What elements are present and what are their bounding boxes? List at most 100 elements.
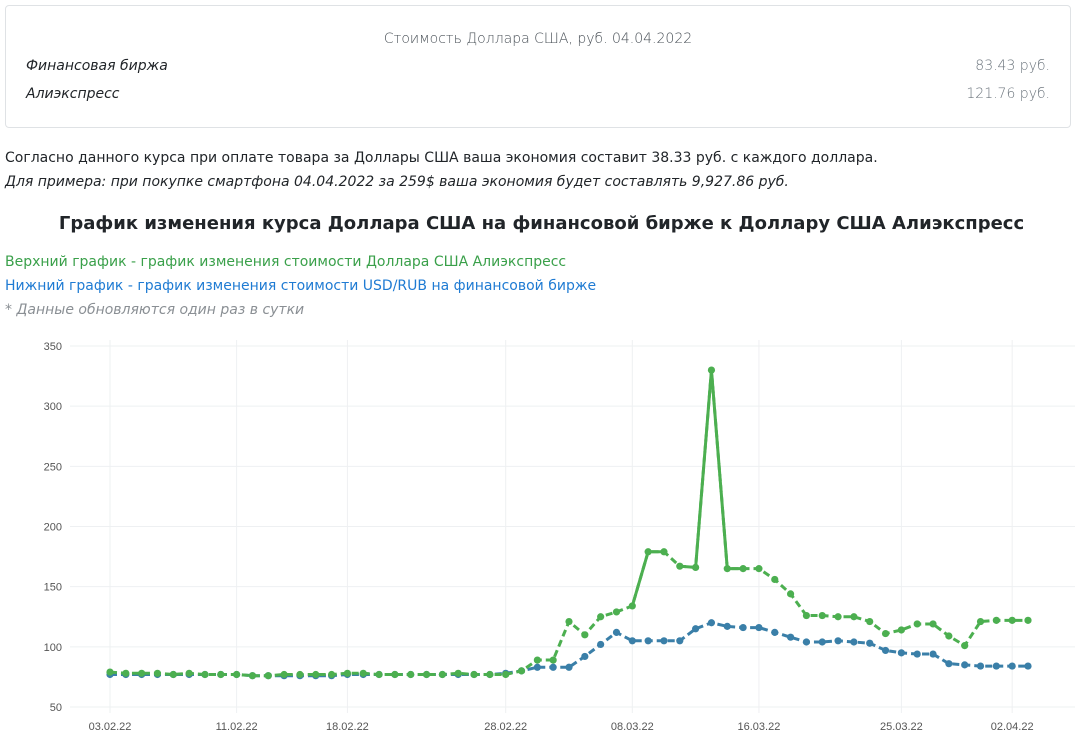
data-point-exchange bbox=[881, 646, 890, 655]
data-point-aliexpress bbox=[502, 670, 510, 679]
data-point-aliexpress bbox=[533, 656, 541, 664]
data-point-aliexpress bbox=[866, 617, 874, 626]
data-point-aliexpress bbox=[786, 590, 795, 598]
data-point-exchange bbox=[644, 637, 652, 645]
data-point-aliexpress bbox=[391, 670, 399, 679]
x-tick-label: 03.02.22 bbox=[89, 721, 132, 733]
data-point-aliexpress bbox=[929, 620, 937, 628]
data-point-exchange bbox=[707, 619, 716, 627]
data-point-exchange bbox=[897, 649, 905, 657]
rate-value-aliexpress: 121.76 руб. bbox=[966, 86, 1050, 102]
data-point-aliexpress bbox=[296, 670, 304, 679]
data-point-aliexpress bbox=[375, 670, 383, 679]
x-tick-label: 16.03.22 bbox=[738, 721, 781, 733]
data-point-exchange bbox=[945, 660, 953, 668]
data-point-exchange bbox=[723, 622, 731, 630]
data-point-exchange bbox=[961, 661, 969, 669]
data-point-aliexpress bbox=[486, 670, 494, 679]
data-point-exchange bbox=[1024, 662, 1032, 670]
x-tick-label: 02.04.22 bbox=[991, 721, 1034, 733]
data-point-aliexpress bbox=[517, 667, 526, 675]
rate-card: Стоимость Доллара США, руб. 04.04.2022 Ф… bbox=[5, 5, 1071, 128]
data-point-aliexpress bbox=[1008, 616, 1016, 624]
data-point-exchange bbox=[549, 663, 557, 671]
data-point-aliexpress bbox=[581, 631, 589, 639]
series-segment-aliexpress bbox=[679, 368, 744, 571]
data-point-aliexpress bbox=[327, 670, 336, 679]
data-point-aliexpress bbox=[343, 669, 352, 677]
series-segment-aliexpress bbox=[630, 550, 664, 607]
data-point-aliexpress bbox=[802, 611, 811, 620]
data-point-aliexpress bbox=[945, 632, 953, 640]
rate-name-exchange: Финансовая биржа bbox=[26, 58, 168, 74]
data-point-exchange bbox=[739, 623, 747, 632]
data-point-aliexpress bbox=[597, 613, 605, 621]
data-point-aliexpress bbox=[976, 617, 985, 626]
data-point-exchange bbox=[565, 663, 573, 671]
series-line-aliexpress bbox=[109, 368, 1028, 678]
data-point-exchange bbox=[533, 663, 541, 671]
data-point-aliexpress bbox=[470, 670, 478, 679]
data-point-exchange bbox=[818, 638, 826, 646]
data-point-aliexpress bbox=[438, 670, 446, 679]
data-point-exchange bbox=[676, 637, 684, 645]
series-line-exchange bbox=[110, 621, 1028, 678]
data-point-exchange bbox=[628, 637, 636, 645]
data-point-exchange bbox=[992, 662, 1000, 670]
rate-row-aliexpress: Алиэкспресс 121.76 руб. bbox=[26, 86, 1050, 102]
data-point-aliexpress bbox=[312, 670, 320, 679]
data-point-aliexpress bbox=[407, 670, 415, 679]
data-point-aliexpress bbox=[153, 669, 162, 677]
data-point-exchange bbox=[755, 623, 763, 632]
data-point-exchange bbox=[597, 640, 605, 649]
x-tick-label: 08.03.22 bbox=[611, 721, 654, 733]
update-note: * Данные обновляются один раз в сутки bbox=[5, 302, 305, 318]
data-point-aliexpress bbox=[201, 670, 209, 679]
legend-aliexpress: Верхний график - график изменения стоимо… bbox=[5, 254, 567, 270]
data-point-aliexpress bbox=[961, 642, 969, 650]
rate-title: Стоимость Доллара США, руб. 04.04.2022 bbox=[383, 31, 693, 47]
y-tick-label: 100 bbox=[44, 642, 62, 654]
data-point-exchange bbox=[581, 652, 589, 661]
rate-row-exchange: Финансовая биржа 83.43 руб. bbox=[26, 58, 1050, 74]
data-point-aliexpress bbox=[549, 656, 557, 664]
data-point-aliexpress bbox=[169, 670, 177, 679]
y-tick-label: 250 bbox=[44, 461, 62, 473]
data-point-exchange bbox=[660, 637, 668, 645]
rate-value-exchange: 83.43 руб. bbox=[975, 58, 1050, 74]
y-tick-label: 350 bbox=[44, 341, 62, 353]
y-tick-label: 150 bbox=[44, 582, 62, 594]
data-point-exchange bbox=[850, 638, 858, 646]
data-point-exchange bbox=[834, 637, 842, 645]
data-point-exchange bbox=[929, 650, 937, 658]
data-point-aliexpress bbox=[422, 670, 431, 679]
data-point-aliexpress bbox=[660, 548, 668, 556]
data-point-aliexpress bbox=[280, 670, 288, 679]
legend-exchange: Нижний график - график изменения стоимос… bbox=[5, 278, 597, 294]
y-tick-label: 200 bbox=[44, 522, 62, 534]
data-point-aliexpress bbox=[138, 669, 146, 677]
data-point-aliexpress bbox=[676, 562, 684, 570]
y-tick-label: 300 bbox=[44, 401, 62, 413]
data-point-aliexpress bbox=[739, 565, 747, 573]
data-point-aliexpress bbox=[612, 608, 621, 616]
data-point-aliexpress bbox=[818, 611, 826, 620]
x-tick-label: 18.02.22 bbox=[326, 721, 369, 733]
data-point-aliexpress bbox=[913, 620, 921, 628]
data-point-exchange bbox=[1008, 662, 1016, 670]
data-point-exchange bbox=[976, 662, 985, 670]
data-point-aliexpress bbox=[992, 616, 1000, 624]
data-point-exchange bbox=[612, 628, 621, 636]
data-point-aliexpress bbox=[185, 669, 193, 677]
rate-chart: 50 100 150 200 250 300 350 03.02.22 11.02.22 18.0… bbox=[44, 340, 1075, 733]
data-point-aliexpress bbox=[834, 613, 842, 621]
data-point-aliexpress bbox=[881, 629, 890, 638]
example-text: Для примера: при покупке смартфона 04.04… bbox=[5, 174, 789, 190]
data-point-aliexpress bbox=[565, 617, 573, 626]
data-point-aliexpress bbox=[1024, 616, 1032, 624]
data-point-aliexpress bbox=[755, 565, 763, 573]
data-point-aliexpress bbox=[217, 670, 225, 679]
data-point-exchange bbox=[771, 628, 779, 636]
x-tick-label: 25.03.22 bbox=[880, 721, 923, 733]
data-point-aliexpress bbox=[248, 672, 257, 680]
